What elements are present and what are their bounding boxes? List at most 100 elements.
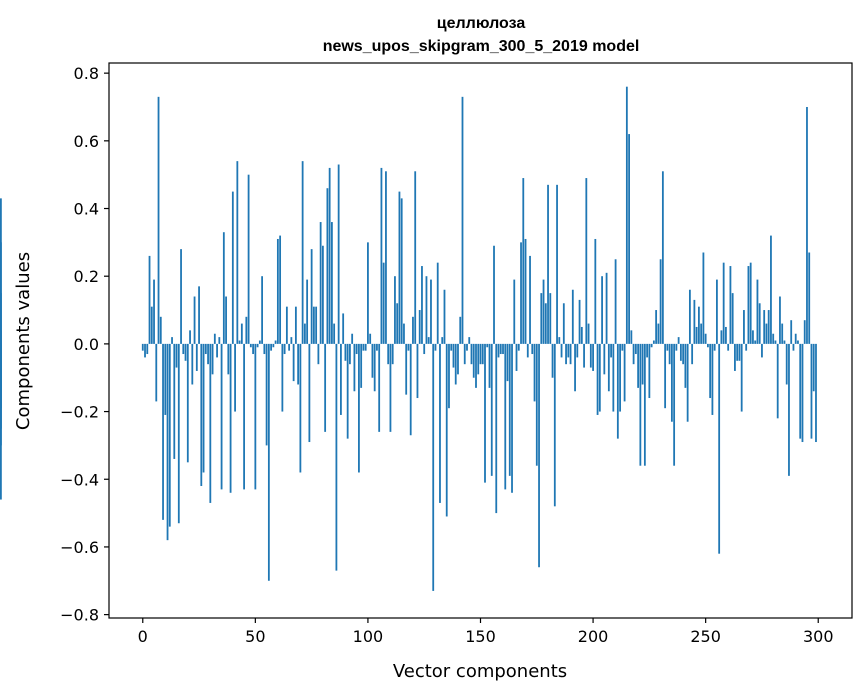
bar (562, 303, 565, 344)
bar (407, 343, 410, 351)
bar (734, 343, 736, 371)
bar (484, 343, 486, 483)
bar (337, 164, 340, 344)
bar (207, 343, 209, 365)
bar (808, 252, 811, 344)
bar (270, 343, 273, 351)
bar (481, 343, 484, 365)
bar (400, 198, 403, 344)
bar (204, 343, 207, 355)
bar (621, 343, 624, 351)
bar (488, 343, 491, 388)
bar (231, 191, 234, 344)
bar (0, 242, 2, 344)
bar (303, 323, 306, 344)
bar (211, 343, 214, 375)
bar (200, 343, 203, 487)
bar (333, 323, 336, 344)
bar (585, 178, 588, 344)
y-tick-label: −0.6 (60, 538, 99, 557)
x-tick-label: 0 (138, 627, 148, 646)
bar (148, 255, 151, 344)
bar (220, 343, 223, 490)
bar (643, 343, 646, 466)
bar (186, 343, 189, 463)
bar (693, 299, 696, 344)
bar (0, 330, 2, 344)
bar (144, 343, 146, 358)
x-axis-label: Vector components (393, 661, 567, 682)
bar (797, 340, 799, 344)
chart-title: целлюлоза (437, 15, 526, 32)
bar (738, 343, 741, 361)
bar (247, 174, 250, 344)
bar (490, 343, 493, 476)
bar (430, 279, 432, 344)
bar (342, 313, 345, 344)
bar (720, 330, 723, 344)
bar (378, 343, 381, 432)
bar (421, 266, 423, 344)
bar (391, 343, 394, 365)
bar (141, 343, 144, 351)
bar (479, 343, 482, 365)
bar (423, 343, 426, 355)
bar (731, 293, 734, 344)
chart-subtitle: news_upos_skipgram_300_5_2019 model (323, 38, 640, 55)
bar (182, 343, 185, 355)
bar (0, 343, 2, 429)
bar (297, 343, 300, 385)
bar (249, 343, 252, 348)
bar (312, 306, 315, 344)
bar (596, 343, 599, 415)
bar (763, 310, 766, 344)
bar (704, 333, 707, 344)
bar (288, 343, 291, 351)
bar (540, 293, 543, 344)
bar (443, 289, 446, 344)
bar (495, 343, 498, 514)
bar (646, 343, 649, 358)
bar (362, 343, 365, 351)
bar (364, 343, 367, 351)
bar (380, 167, 383, 344)
bar (168, 343, 171, 527)
bar (632, 343, 635, 365)
bar (238, 340, 241, 344)
bar (628, 134, 630, 344)
bar (252, 343, 254, 355)
bar (767, 310, 770, 344)
y-axis-label: Components values (13, 252, 34, 430)
bar (619, 343, 621, 412)
bar (511, 343, 513, 493)
bar (324, 343, 327, 432)
bar (418, 310, 421, 344)
bar (459, 316, 462, 344)
bar (587, 323, 590, 344)
bar (153, 279, 155, 344)
bar (740, 343, 743, 412)
bar (761, 343, 763, 358)
bar (159, 316, 162, 344)
bar (274, 340, 277, 344)
bar (623, 343, 626, 402)
bar (711, 343, 714, 415)
bar (535, 343, 538, 466)
bar (344, 343, 347, 361)
bar (308, 343, 311, 443)
y-tick-label: 0.6 (74, 132, 99, 151)
bar (222, 232, 225, 344)
bar (571, 289, 574, 344)
bar (267, 343, 270, 581)
y-tick-label: −0.2 (60, 403, 99, 422)
bar (601, 276, 603, 344)
bar (416, 343, 419, 399)
bar (425, 276, 428, 344)
bar (180, 249, 182, 344)
bar (684, 343, 687, 388)
bar (448, 343, 450, 409)
bar (790, 320, 793, 344)
bar (450, 343, 453, 351)
bar (657, 323, 660, 344)
bar (319, 222, 322, 344)
